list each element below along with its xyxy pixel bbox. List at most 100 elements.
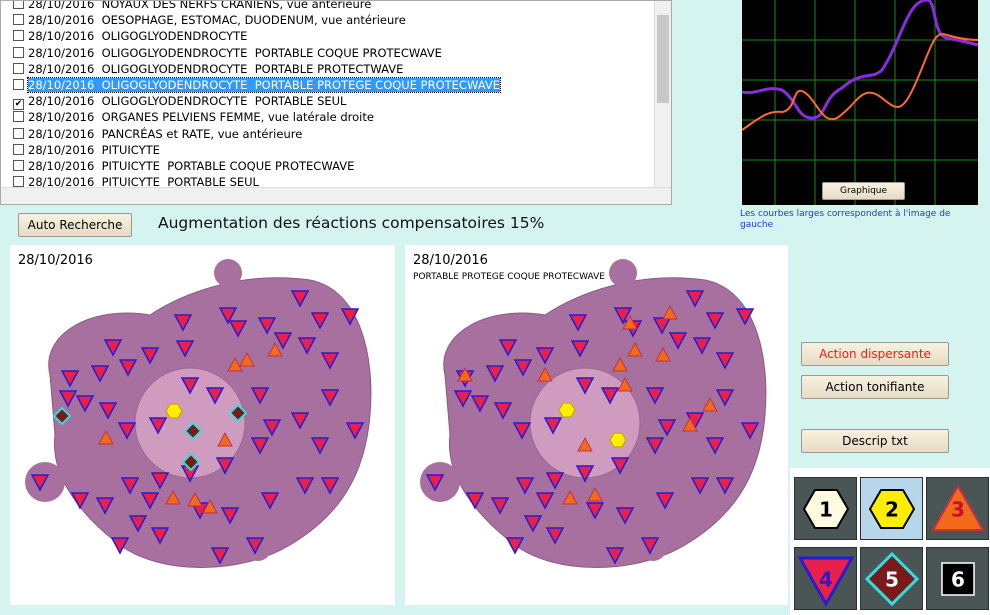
legend-shape xyxy=(868,488,916,530)
marker-up xyxy=(702,396,718,412)
cell-image xyxy=(420,259,767,568)
marker-down xyxy=(568,314,588,332)
legend-shape xyxy=(941,562,975,596)
row-text: 28/10/2016 PITUICYTE PORTABLE COQUE PROT… xyxy=(28,159,355,173)
marker-down xyxy=(657,419,677,437)
action-button[interactable]: Action tonifiante xyxy=(801,375,949,399)
marker-down xyxy=(655,492,675,510)
legend-shape xyxy=(802,488,850,530)
list-row[interactable]: 28/10/2016 OLIGOGLYODENDROCYTE PORTABLE … xyxy=(13,45,442,61)
h-scrollbar[interactable] xyxy=(1,187,671,204)
marker-up xyxy=(662,304,678,320)
marker-down xyxy=(320,389,340,407)
checkbox[interactable] xyxy=(13,160,24,171)
checkbox[interactable] xyxy=(13,46,24,58)
checkbox[interactable] xyxy=(13,143,24,155)
checkbox[interactable] xyxy=(13,62,24,74)
checkbox[interactable] xyxy=(13,176,24,188)
marker-down xyxy=(485,365,505,383)
marker-down xyxy=(215,457,235,475)
marker-down xyxy=(148,417,168,435)
marker-down xyxy=(715,477,735,495)
list-row[interactable]: 28/10/2016 OLIGOGLYODENDROCYTE PORTABLE … xyxy=(13,77,501,93)
marker-down xyxy=(260,492,280,510)
graph-button[interactable]: Graphique xyxy=(822,182,905,200)
list-row[interactable]: 28/10/2016 OLIGOGLYODENDROCYTE PORTABLE … xyxy=(13,61,403,77)
record-list[interactable]: 28/10/2016 NOYAUX DES NERFS CRANIENS, vu… xyxy=(0,0,672,205)
marker-down xyxy=(715,389,735,407)
curve-thin xyxy=(741,33,979,131)
list-row[interactable]: 28/10/2016 OLIGOGLYODENDROCYTE xyxy=(13,28,247,44)
checkbox[interactable] xyxy=(13,14,24,26)
marker-down xyxy=(95,497,115,515)
action-button[interactable]: Action dispersante xyxy=(801,342,949,366)
row-text: 28/10/2016 NOYAUX DES NERFS CRANIENS, vu… xyxy=(28,0,372,11)
marker-down xyxy=(668,332,688,350)
marker-hex xyxy=(558,402,576,418)
list-row[interactable]: 28/10/2016 PANCRÉAS et RATE, vue antérie… xyxy=(13,126,302,142)
v-scrollbar[interactable] xyxy=(654,1,671,189)
marker-up xyxy=(267,341,283,357)
auto-search-button[interactable]: Auto Recherche xyxy=(18,213,132,237)
list-row[interactable]: 28/10/2016 OESOPHAGE, ESTOMAC, DUODENUM,… xyxy=(13,12,406,28)
list-row[interactable]: 28/10/2016 PITUICYTE PORTABLE SEUL xyxy=(13,174,259,190)
marker-up xyxy=(627,341,643,357)
panel-date: 28/10/2016 xyxy=(413,253,488,268)
marker-diamond xyxy=(228,403,248,423)
marker-up xyxy=(202,498,218,514)
marker-down xyxy=(297,337,317,355)
legend-tile: 4 xyxy=(794,547,857,610)
marker-down xyxy=(610,457,630,475)
marker-down xyxy=(175,340,195,358)
list-row[interactable]: 28/10/2016 PITUICYTE xyxy=(13,142,160,158)
row-text: 28/10/2016 OESOPHAGE, ESTOMAC, DUODENUM,… xyxy=(28,13,406,28)
legend-icon: 1 xyxy=(802,488,850,530)
image-panel: 28/10/2016 xyxy=(10,245,395,605)
legend-shape xyxy=(797,556,855,608)
marker-down xyxy=(110,537,130,555)
checkbox[interactable] xyxy=(13,79,24,90)
row-text: 28/10/2016 OLIGOGLYODENDROCYTE PORTABLE … xyxy=(28,94,347,109)
legend-number: 5 xyxy=(885,568,899,592)
marker-down xyxy=(535,492,555,510)
marker-up xyxy=(587,486,603,502)
action-button[interactable]: Descrip txt xyxy=(801,429,949,453)
marker-down xyxy=(735,308,755,326)
marker-down xyxy=(150,527,170,545)
marker-up xyxy=(165,489,181,505)
marker-down xyxy=(30,474,50,492)
cell-image xyxy=(25,259,372,568)
list-row[interactable]: 28/10/2016 NOYAUX DES NERFS CRANIENS, vu… xyxy=(13,0,372,12)
marker-hex xyxy=(165,403,183,419)
scroll-thumb[interactable] xyxy=(657,15,669,103)
row-text: 28/10/2016 OLIGOGLYODENDROCYTE PORTABLE … xyxy=(27,77,501,93)
list-row[interactable]: 28/10/2016 ORGANES PELVIENS FEMME, vue l… xyxy=(13,109,374,125)
checkbox[interactable] xyxy=(13,127,24,139)
list-row[interactable]: 28/10/2016 PITUICYTE PORTABLE COQUE PROT… xyxy=(13,158,354,174)
marker-down xyxy=(465,492,485,510)
list-row[interactable]: ✔ 28/10/2016 OLIGOGLYODENDROCYTE PORTABLE… xyxy=(13,93,347,111)
legend-shape xyxy=(864,551,920,607)
marker-up xyxy=(239,351,255,367)
marker-down xyxy=(290,290,310,308)
marker-down xyxy=(205,387,225,405)
marker-down xyxy=(490,497,510,515)
checkbox[interactable] xyxy=(13,1,24,9)
marker-diamond xyxy=(52,406,72,426)
marker-down xyxy=(685,290,705,308)
marker-down xyxy=(535,347,555,365)
checkbox[interactable]: ✔ xyxy=(13,99,24,111)
marker-down xyxy=(273,332,293,350)
marker-down xyxy=(150,472,170,490)
legend-number: 2 xyxy=(885,498,899,522)
marker-down xyxy=(740,422,760,440)
checkbox[interactable] xyxy=(13,30,24,42)
marker-down xyxy=(645,387,665,405)
legend-number: 3 xyxy=(951,498,965,522)
marker-down xyxy=(645,437,665,455)
panel-date: 28/10/2016 xyxy=(18,253,93,268)
checkbox[interactable] xyxy=(13,111,24,123)
marker-down xyxy=(705,437,725,455)
marker-down xyxy=(245,537,265,555)
